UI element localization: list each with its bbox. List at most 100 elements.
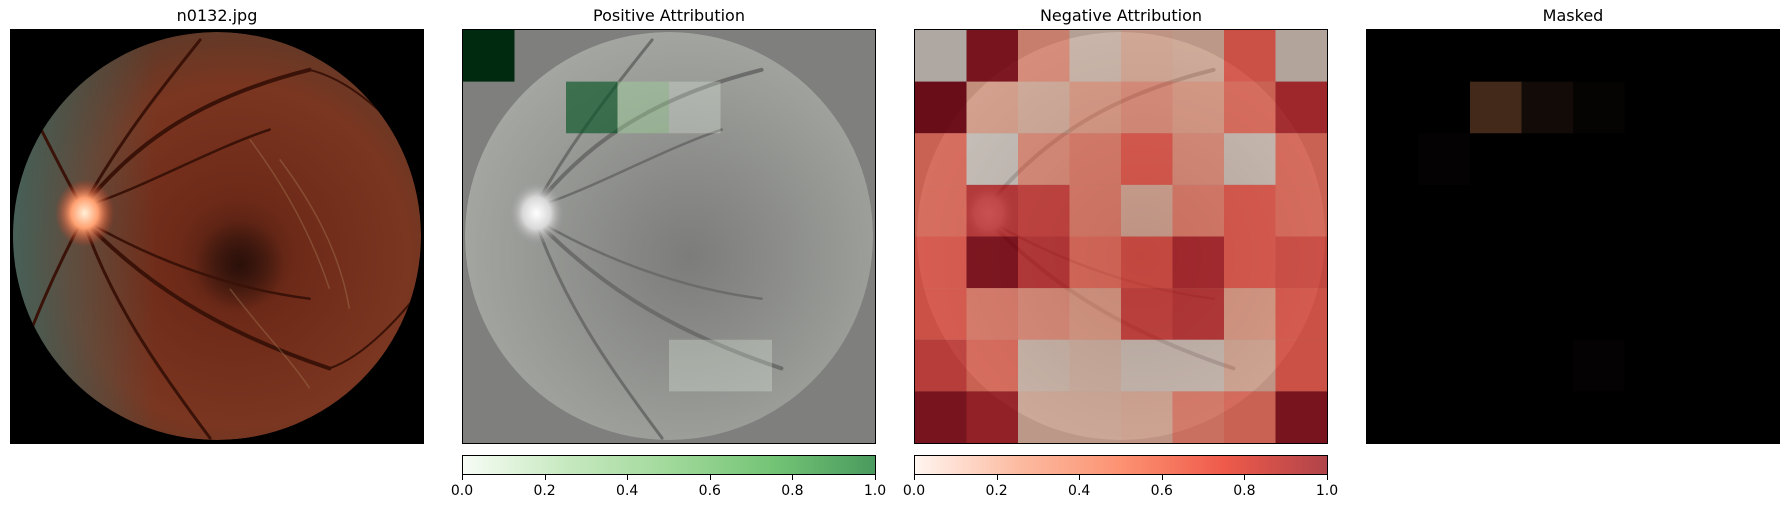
negative-cell-3-5	[1172, 184, 1224, 237]
positive-colorbar-tick	[627, 475, 629, 480]
positive-colorbar-tick	[792, 475, 794, 480]
positive-cell-6-4	[669, 339, 721, 392]
negative-cell-6-1	[966, 339, 1018, 392]
negative-cell-1-1	[966, 81, 1018, 134]
negative-cell-4-6	[1224, 236, 1276, 289]
negative-cell-0-6	[1224, 30, 1276, 82]
negative-cell-4-0	[915, 236, 967, 289]
masked-cell-1-4	[1573, 81, 1625, 134]
masked-cell-1-2	[1470, 81, 1522, 134]
negative-cell-1-3	[1069, 81, 1121, 134]
negative-cell-5-3	[1069, 288, 1121, 340]
negative-cell-4-7	[1275, 236, 1327, 289]
negative-cell-5-7	[1275, 288, 1327, 340]
panel-title-negative: Negative Attribution	[1039, 6, 1203, 25]
negative-cell-7-3	[1069, 391, 1121, 443]
positive-colorbar-tick	[544, 475, 546, 480]
negative-cell-7-2	[1018, 391, 1070, 443]
masked-cell-6-4	[1573, 340, 1625, 392]
positive-cell-6-5	[720, 339, 772, 392]
negative-colorbar-tick-label: 0.0	[902, 483, 926, 499]
negative-cell-4-4	[1121, 236, 1173, 289]
negative-colorbar-tick	[914, 475, 915, 480]
negative-cell-6-0	[915, 339, 967, 392]
negative-colorbar-tick	[1079, 475, 1081, 480]
negative-cell-4-2	[1018, 236, 1070, 289]
masked-cell-2-1	[1419, 133, 1471, 185]
negative-cell-0-3	[1069, 30, 1121, 82]
negative-attribution-map	[915, 30, 1327, 443]
negative-cell-5-4	[1121, 288, 1173, 340]
negative-cell-7-4	[1121, 391, 1173, 443]
panel-title-masked: Masked	[1542, 6, 1604, 25]
positive-colorbar-tick-label: 0.2	[533, 483, 556, 499]
negative-cell-0-1	[966, 30, 1018, 82]
negative-cell-1-6	[1224, 81, 1276, 134]
negative-colorbar-tick	[1327, 475, 1328, 480]
positive-colorbar	[462, 455, 876, 475]
negative-cell-1-2	[1018, 81, 1070, 134]
negative-cell-1-5	[1172, 81, 1224, 134]
masked-image	[1367, 30, 1779, 443]
negative-cell-3-2	[1018, 184, 1070, 237]
negative-cell-3-6	[1224, 184, 1276, 237]
negative-cell-3-7	[1275, 184, 1327, 237]
negative-cell-0-4	[1121, 30, 1173, 82]
negative-cell-5-0	[915, 288, 967, 340]
negative-colorbar-tick-label: 0.2	[985, 483, 1008, 499]
negative-cell-0-0	[915, 30, 967, 82]
original-image-panel	[10, 29, 424, 444]
negative-cell-6-3	[1069, 339, 1121, 392]
masked-cell-1-3	[1521, 81, 1573, 134]
negative-cell-7-0	[915, 391, 967, 443]
masked-image-panel	[1366, 29, 1780, 444]
negative-cell-5-5	[1172, 288, 1224, 340]
fundus-image	[11, 30, 423, 443]
panel-title-original: n0132.jpg	[176, 6, 258, 25]
negative-cell-3-0	[915, 184, 967, 237]
negative-cell-6-5	[1172, 339, 1224, 392]
negative-colorbar-tick-label: 0.6	[1150, 483, 1173, 499]
negative-cell-1-7	[1275, 81, 1327, 134]
positive-cell-1-3	[617, 81, 669, 134]
negative-cell-7-1	[966, 391, 1018, 443]
negative-cell-2-7	[1275, 133, 1327, 185]
negative-colorbar-tick-label: 0.8	[1233, 483, 1256, 499]
negative-cell-5-1	[966, 288, 1018, 340]
negative-attribution-panel	[914, 29, 1328, 444]
negative-cell-1-4	[1121, 81, 1173, 134]
positive-colorbar-tick-label: 0.4	[616, 483, 639, 499]
negative-cell-2-3	[1069, 133, 1121, 185]
negative-cell-2-4	[1121, 133, 1173, 185]
negative-colorbar-tick-label: 1.0	[1315, 483, 1339, 499]
negative-cell-7-5	[1172, 391, 1224, 443]
negative-cell-2-1	[966, 133, 1018, 185]
negative-cell-2-6	[1224, 133, 1276, 185]
negative-cell-2-2	[1018, 133, 1070, 185]
negative-cell-3-1	[966, 184, 1018, 237]
negative-cell-7-6	[1224, 391, 1276, 443]
positive-colorbar-tick-label: 0.0	[450, 483, 474, 499]
negative-cell-2-5	[1172, 133, 1224, 185]
positive-colorbar-tick-label: 0.8	[781, 483, 804, 499]
negative-colorbar-tick	[1244, 475, 1246, 480]
panel-title-positive: Positive Attribution	[593, 6, 745, 25]
positive-colorbar-tick	[709, 475, 711, 480]
negative-cell-4-5	[1172, 236, 1224, 289]
negative-cell-6-6	[1224, 339, 1276, 392]
negative-cell-6-2	[1018, 339, 1070, 392]
negative-cell-0-5	[1172, 30, 1224, 82]
negative-cell-3-4	[1121, 184, 1173, 237]
negative-cell-0-2	[1018, 30, 1070, 82]
positive-colorbar-tick	[875, 475, 876, 480]
negative-cell-1-0	[915, 81, 967, 134]
positive-cell-1-2	[566, 81, 618, 134]
negative-cell-2-0	[915, 133, 967, 185]
positive-cell-0-0	[463, 30, 515, 82]
positive-attribution-map	[463, 30, 875, 443]
negative-cell-5-6	[1224, 288, 1276, 340]
positive-colorbar-tick-label: 0.6	[698, 483, 721, 499]
negative-cell-6-4	[1121, 339, 1173, 392]
negative-cell-4-1	[966, 236, 1018, 289]
positive-cell-1-4	[669, 81, 721, 134]
